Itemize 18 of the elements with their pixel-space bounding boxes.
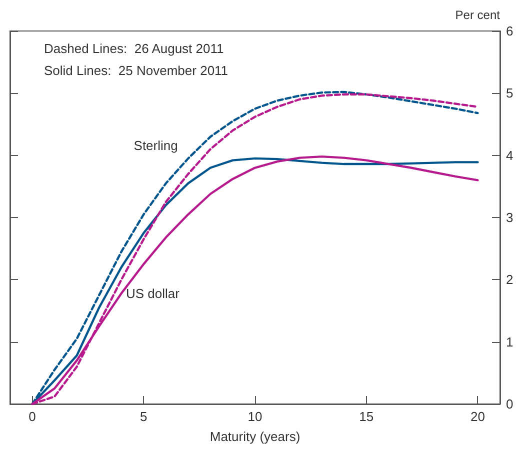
y-tick-label: 0 [506,396,514,412]
x-axis-title: Maturity (years) [210,429,300,444]
text: Sterling [134,138,178,153]
annotation: Dashed Lines: 26 August 2011 [44,41,224,56]
y-tick-label: 3 [506,210,514,225]
y-tick-label: 1 [506,334,514,350]
y-tick-label: 6 [506,24,514,38]
x-tick-label: 15 [359,409,374,424]
y-tick-label: 2 [506,272,514,288]
x-tick-label: 0 [28,409,36,424]
y-tick-label: 5 [506,86,514,101]
annotation: Solid Lines: 25 November 2011 [44,63,228,78]
y-axis-title: Per cent [455,8,501,22]
x-tick-label: 10 [248,409,262,424]
y-tick-label: 4 [506,148,514,163]
x-tick-label: 20 [470,409,485,424]
series-label: US dollar [126,286,180,301]
x-tick-label: 5 [140,409,148,424]
